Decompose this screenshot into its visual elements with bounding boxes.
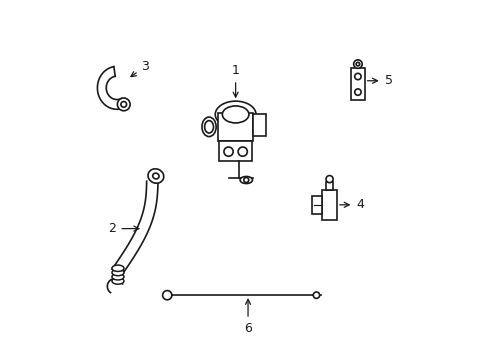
Circle shape: [163, 291, 171, 300]
Bar: [350, 68, 364, 100]
Ellipse shape: [112, 274, 124, 280]
Circle shape: [244, 177, 248, 183]
Text: 3: 3: [131, 60, 149, 77]
Circle shape: [354, 73, 360, 80]
Ellipse shape: [204, 121, 213, 133]
Ellipse shape: [222, 106, 248, 123]
Bar: [253, 114, 265, 136]
Circle shape: [355, 62, 359, 66]
Text: 1: 1: [231, 64, 239, 97]
Circle shape: [224, 147, 233, 156]
Circle shape: [354, 89, 360, 95]
Ellipse shape: [112, 265, 124, 271]
Bar: [311, 196, 322, 214]
Circle shape: [313, 292, 319, 298]
Ellipse shape: [215, 101, 256, 128]
Ellipse shape: [148, 169, 163, 183]
Circle shape: [121, 102, 126, 107]
Ellipse shape: [202, 117, 216, 136]
Ellipse shape: [240, 176, 252, 184]
Circle shape: [238, 147, 247, 156]
Bar: [218, 141, 252, 161]
Text: 2: 2: [108, 222, 139, 235]
Circle shape: [353, 60, 362, 68]
Ellipse shape: [152, 173, 159, 179]
Bar: [322, 190, 336, 220]
Text: 6: 6: [244, 300, 251, 335]
Circle shape: [325, 176, 332, 183]
Circle shape: [117, 98, 130, 111]
Ellipse shape: [112, 278, 124, 284]
Text: 4: 4: [339, 198, 363, 211]
Bar: [325, 182, 332, 190]
Ellipse shape: [112, 269, 124, 276]
Text: 5: 5: [366, 74, 392, 87]
Bar: [218, 113, 253, 141]
